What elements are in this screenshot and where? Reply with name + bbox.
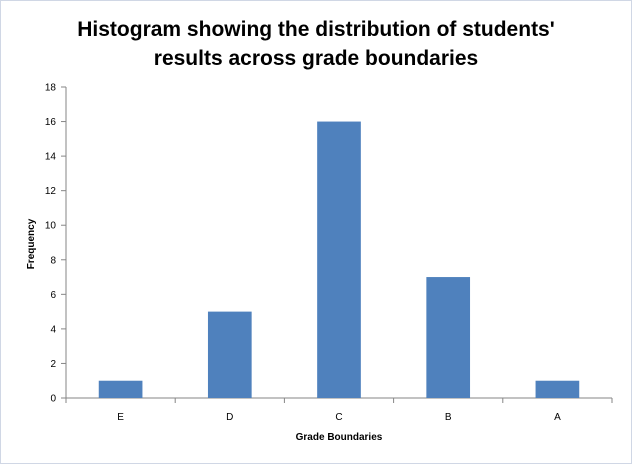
bar-a xyxy=(535,380,580,398)
x-tick-label: D xyxy=(226,412,233,423)
y-tick-label: 0 xyxy=(50,394,56,405)
y-tick-label: 14 xyxy=(45,152,57,163)
y-axis-title: Frequency xyxy=(26,218,37,269)
y-tick-label: 2 xyxy=(50,359,56,370)
y-tick-label: 6 xyxy=(50,290,56,301)
x-tick-label: C xyxy=(335,412,342,423)
y-tick-label: 4 xyxy=(50,324,56,335)
y-tick-label: 18 xyxy=(45,83,57,94)
x-tick-label: E xyxy=(117,412,124,423)
y-tick-label: 8 xyxy=(50,255,56,266)
bar-d xyxy=(207,311,252,398)
y-tick-label: 10 xyxy=(45,221,57,232)
bar-c xyxy=(317,121,361,399)
plot-area: 0 2 4 6 8 10 12 14 16 18 E D C B A xyxy=(45,83,613,423)
y-tick-label: 16 xyxy=(45,117,57,128)
bar-b xyxy=(426,277,471,398)
x-tick-label: A xyxy=(554,412,561,423)
bar-e xyxy=(98,380,143,398)
y-tick-label: 12 xyxy=(45,186,57,197)
chart-title-line-1: Histogram showing the distribution of st… xyxy=(77,18,554,41)
x-tick-label: B xyxy=(445,412,452,423)
chart-title-line-2: results across grade boundaries xyxy=(154,47,478,70)
x-axis-title: Grade Boundaries xyxy=(296,432,383,443)
